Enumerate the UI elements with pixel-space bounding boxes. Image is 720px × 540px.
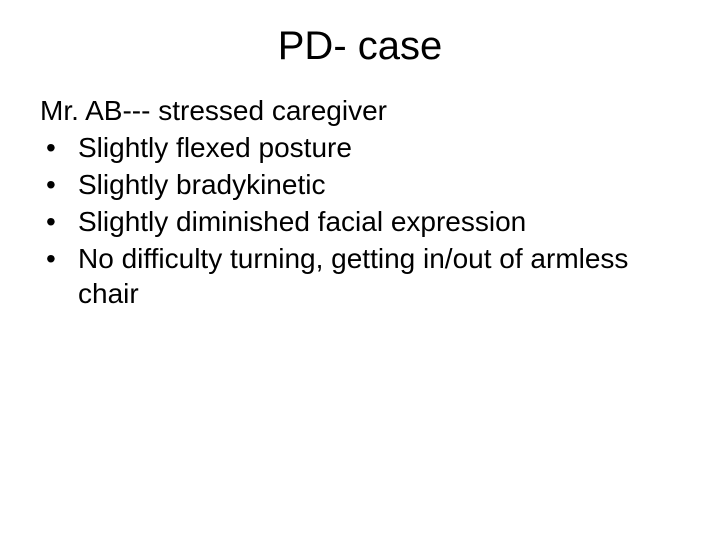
bullet-list: Slightly flexed posture Slightly bradyki… (40, 130, 660, 311)
list-item: Slightly diminished facial expression (40, 204, 660, 239)
list-item: No difficulty turning, getting in/out of… (40, 241, 660, 311)
list-item: Slightly flexed posture (40, 130, 660, 165)
list-item: Slightly bradykinetic (40, 167, 660, 202)
lead-text: Mr. AB--- stressed caregiver (40, 93, 660, 128)
slide-body: Mr. AB--- stressed caregiver Slightly fl… (0, 93, 720, 311)
slide-container: PD- case Mr. AB--- stressed caregiver Sl… (0, 0, 720, 540)
slide-title: PD- case (0, 0, 720, 93)
